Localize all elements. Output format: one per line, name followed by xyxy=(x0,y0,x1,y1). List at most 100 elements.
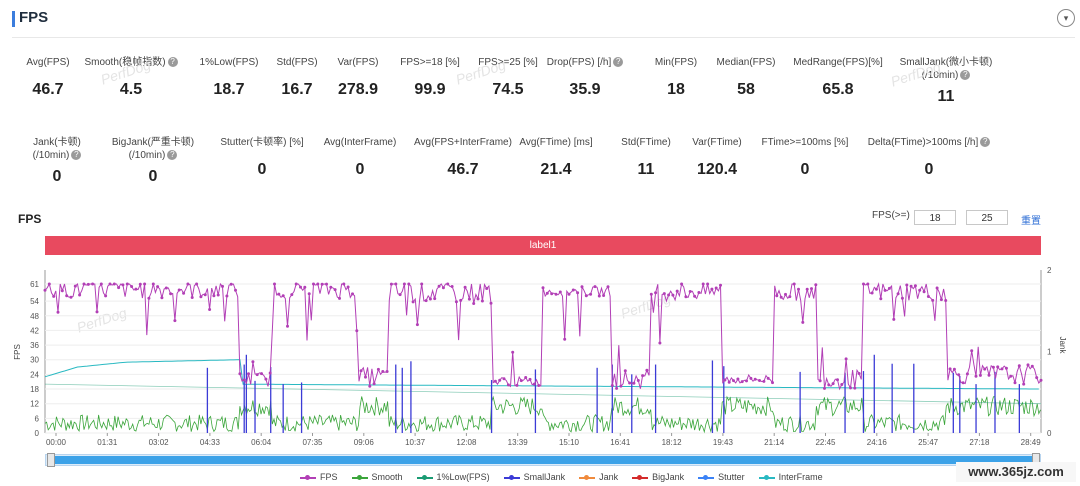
fps-point xyxy=(870,291,874,295)
fps-point xyxy=(645,368,649,372)
fps-point xyxy=(1022,382,1026,386)
reset-link[interactable]: 重置 xyxy=(1021,216,1041,227)
fps-point xyxy=(883,288,887,292)
x-tick-label: 21:14 xyxy=(764,438,785,447)
fps-point xyxy=(493,379,497,383)
row1-metric: Avg(FPS) 46.7 xyxy=(0,56,118,99)
x-tick-label: 19:43 xyxy=(713,438,734,447)
fps-point xyxy=(190,296,194,299)
fps-point xyxy=(701,282,705,286)
legend-item[interactable]: InterFrame xyxy=(758,472,823,482)
fps-point xyxy=(402,282,406,286)
fps-point xyxy=(641,374,645,378)
legend-item[interactable]: Smooth xyxy=(351,472,403,482)
fps-threshold-input-1[interactable]: 18 xyxy=(914,210,956,225)
help-icon[interactable]: ? xyxy=(71,150,82,161)
metric-value: 58 xyxy=(737,81,755,98)
fps-point xyxy=(801,320,805,324)
fps-point xyxy=(82,282,86,286)
metric-label: 1%Low(FPS) xyxy=(159,56,299,69)
fps-point xyxy=(827,383,831,387)
fps-point xyxy=(381,370,385,373)
metric-label-text: Jank(卡顿) xyxy=(33,137,81,148)
fps-point xyxy=(654,291,658,295)
x-tick-label: 12:08 xyxy=(456,438,477,447)
fps-point xyxy=(983,367,987,371)
fps-point xyxy=(926,295,930,298)
legend-item[interactable]: BigJank xyxy=(632,472,684,482)
fps-point xyxy=(554,292,558,296)
help-icon[interactable]: ? xyxy=(960,70,971,81)
metric-value: 46.7 xyxy=(447,161,479,178)
fps-point xyxy=(576,291,580,295)
metric-label-text: Drop(FPS) [/h] xyxy=(546,57,612,68)
fps-point xyxy=(584,294,588,298)
metric-label: Var(FTime) xyxy=(647,136,787,149)
x-tick-label: 10:37 xyxy=(405,438,426,447)
help-icon[interactable]: ? xyxy=(167,57,178,68)
fps-point xyxy=(602,294,606,297)
fps-point xyxy=(879,297,883,301)
fps-point xyxy=(831,382,835,386)
fps-point xyxy=(160,296,164,300)
time-scrollbar-range[interactable] xyxy=(50,456,1036,464)
legend-item[interactable]: FPS xyxy=(300,472,338,482)
legend-label: Stutter xyxy=(718,472,745,482)
fps-point xyxy=(784,292,787,296)
metric-label: Stutter(卡顿率) [%] xyxy=(192,136,332,149)
legend-item[interactable]: Jank xyxy=(579,472,618,482)
fps-point xyxy=(671,293,675,297)
fps-point xyxy=(498,378,502,382)
fps-point xyxy=(732,379,735,383)
chevron-down-icon[interactable]: ▾ xyxy=(1057,9,1075,27)
fps-point xyxy=(632,381,636,385)
fps-point xyxy=(450,285,454,288)
fps-point xyxy=(931,298,935,302)
fps-point xyxy=(441,286,445,290)
fps-point xyxy=(991,365,995,369)
scrollbar-left-handle[interactable] xyxy=(47,453,55,467)
fps-point xyxy=(1026,363,1030,367)
help-icon[interactable]: ? xyxy=(613,57,624,68)
metric-label-text: MedRange(FPS)[%] xyxy=(793,57,883,68)
fps-point xyxy=(519,379,523,383)
fps-point xyxy=(480,299,484,303)
fps-point xyxy=(563,337,567,341)
fps-point xyxy=(766,376,770,380)
fps-threshold-label: FPS(>=) xyxy=(872,210,910,221)
fps-point xyxy=(333,288,337,292)
metric-label-text: FPS>=18 [%] xyxy=(400,57,460,68)
legend-item[interactable]: 1%Low(FPS) xyxy=(416,472,490,482)
label-band[interactable]: label1 xyxy=(45,236,1041,255)
metric-value: 35.9 xyxy=(569,81,601,98)
metric-value: 0 xyxy=(355,161,365,178)
metric-label: Drop(FPS) [/h]? xyxy=(515,56,655,69)
fps-point xyxy=(658,341,662,345)
legend-item[interactable]: Stutter xyxy=(698,472,745,482)
fps-point xyxy=(368,384,372,388)
y-tick-label: 6 xyxy=(35,414,40,423)
help-icon[interactable]: ? xyxy=(980,137,991,148)
fps-point xyxy=(545,291,549,295)
fps-point xyxy=(43,288,47,292)
fps-point xyxy=(489,301,493,305)
fps-point xyxy=(338,296,341,300)
fps-point xyxy=(108,282,112,286)
fps-point xyxy=(173,319,177,323)
fps-point xyxy=(788,295,792,299)
fps-point xyxy=(121,283,125,287)
fps-point xyxy=(467,297,471,301)
metric-value: 4.5 xyxy=(119,81,143,98)
help-icon[interactable]: ? xyxy=(167,150,178,161)
fps-threshold-input-2[interactable]: 25 xyxy=(966,210,1008,225)
metric-label: FPS>=18 [%] xyxy=(360,56,500,69)
fps-point xyxy=(78,293,82,297)
fps-point xyxy=(329,285,333,289)
fps-point xyxy=(740,380,744,384)
legend-item[interactable]: SmallJank xyxy=(503,472,565,482)
fps-point xyxy=(364,375,367,379)
section-header: FPS ▾ xyxy=(0,0,1080,38)
fps-point xyxy=(91,282,95,286)
fps-point xyxy=(299,285,302,289)
